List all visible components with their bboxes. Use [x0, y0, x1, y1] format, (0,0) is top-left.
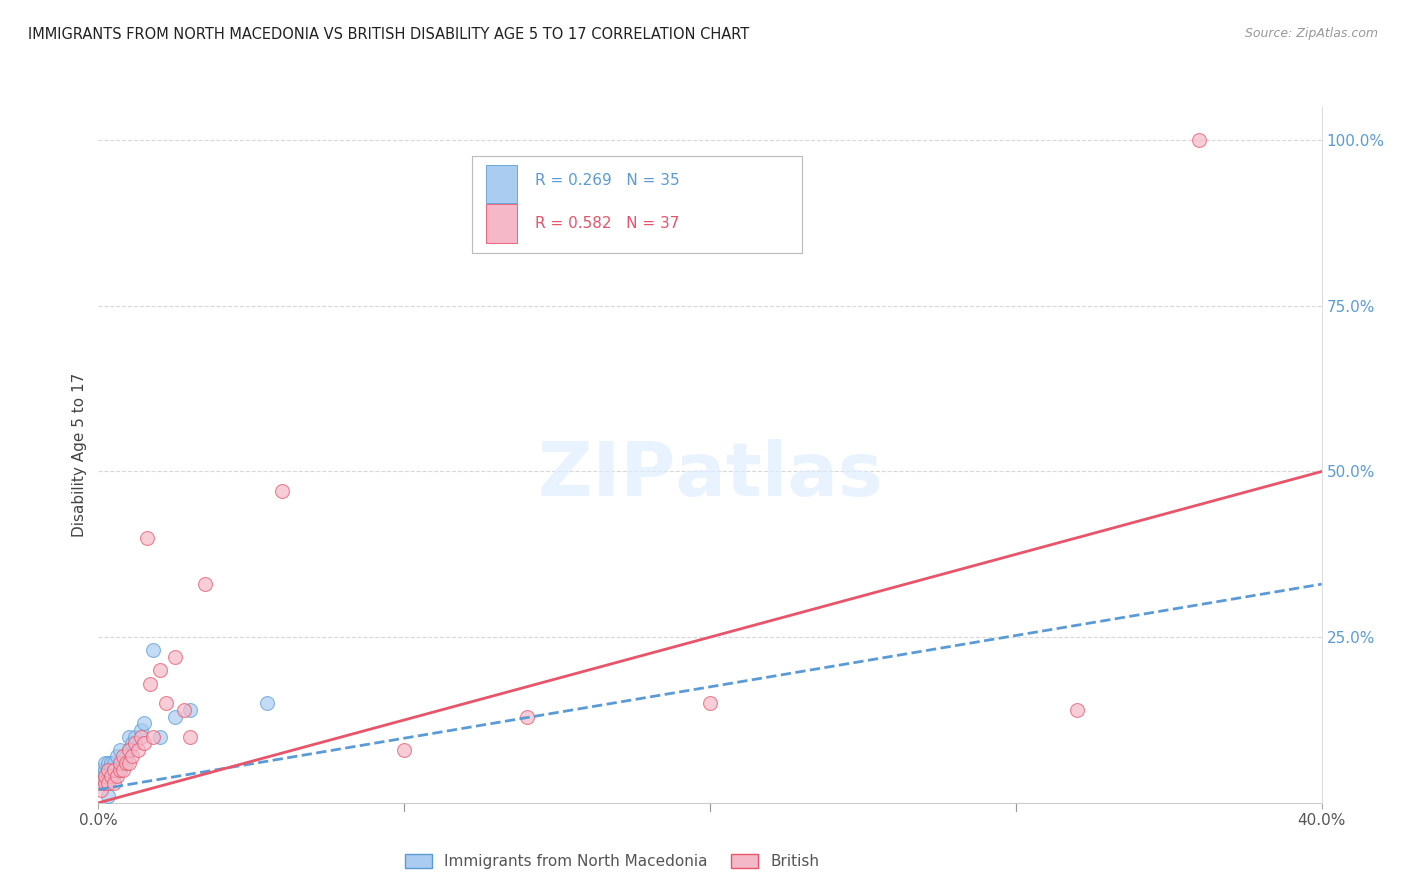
Point	[93, 776, 115, 790]
Point	[108, 756, 131, 770]
Point	[103, 763, 125, 777]
Point	[97, 763, 120, 777]
Point	[134, 716, 156, 731]
Point	[93, 769, 115, 783]
Point	[134, 736, 156, 750]
Point	[118, 730, 141, 744]
Point	[136, 531, 159, 545]
Point	[97, 769, 120, 783]
Text: IMMIGRANTS FROM NORTH MACEDONIA VS BRITISH DISABILITY AGE 5 TO 17 CORRELATION CH: IMMIGRANTS FROM NORTH MACEDONIA VS BRITI…	[28, 27, 749, 42]
Point	[516, 709, 538, 723]
Point	[121, 736, 143, 750]
Point	[103, 776, 125, 790]
Point	[111, 756, 134, 770]
Point	[100, 756, 122, 770]
Point	[124, 730, 146, 744]
Point	[105, 749, 128, 764]
Point	[124, 736, 146, 750]
Point	[90, 776, 112, 790]
Point	[118, 743, 141, 757]
Point	[100, 769, 122, 783]
Point	[115, 756, 138, 770]
Point	[1066, 703, 1088, 717]
Text: R = 0.269   N = 35: R = 0.269 N = 35	[536, 172, 679, 187]
Point	[105, 769, 128, 783]
Point	[149, 663, 172, 677]
Point	[100, 769, 122, 783]
Point	[129, 730, 152, 744]
Point	[111, 763, 134, 777]
Point	[93, 763, 115, 777]
Point	[127, 743, 149, 757]
Point	[103, 769, 125, 783]
Point	[90, 763, 112, 777]
Point	[97, 789, 120, 804]
Point	[97, 776, 120, 790]
Text: ZIP​atlas: ZIP​atlas	[537, 439, 883, 512]
Point	[129, 723, 152, 737]
Point	[163, 709, 186, 723]
Point	[93, 776, 115, 790]
Text: R = 0.582   N = 37: R = 0.582 N = 37	[536, 217, 679, 231]
Point	[90, 776, 112, 790]
Point	[194, 577, 217, 591]
Point	[111, 749, 134, 764]
Point	[118, 756, 141, 770]
Point	[115, 749, 138, 764]
Point	[97, 763, 120, 777]
Y-axis label: Disability Age 5 to 17: Disability Age 5 to 17	[72, 373, 87, 537]
Point	[142, 730, 165, 744]
FancyBboxPatch shape	[486, 204, 517, 243]
Point	[392, 743, 416, 757]
Text: Source: ZipAtlas.com: Source: ZipAtlas.com	[1244, 27, 1378, 40]
Point	[139, 676, 162, 690]
Point	[100, 763, 122, 777]
Point	[103, 756, 125, 770]
Point	[108, 743, 131, 757]
Point	[121, 749, 143, 764]
Point	[108, 763, 131, 777]
FancyBboxPatch shape	[486, 165, 517, 203]
Point	[163, 650, 186, 665]
Point	[97, 776, 120, 790]
Legend: Immigrants from North Macedonia, British: Immigrants from North Macedonia, British	[399, 848, 825, 875]
Point	[270, 484, 292, 499]
Point	[179, 730, 201, 744]
Point	[142, 643, 165, 657]
Point	[90, 782, 112, 797]
Point	[108, 763, 131, 777]
Point	[105, 763, 128, 777]
Point	[93, 756, 115, 770]
Point	[173, 703, 195, 717]
Point	[118, 743, 141, 757]
Point	[699, 697, 721, 711]
Point	[179, 703, 201, 717]
Point	[256, 697, 278, 711]
Point	[149, 730, 172, 744]
Point	[97, 756, 120, 770]
Point	[155, 697, 177, 711]
Point	[1188, 133, 1211, 147]
Point	[93, 769, 115, 783]
Point	[103, 763, 125, 777]
Point	[90, 769, 112, 783]
FancyBboxPatch shape	[471, 156, 801, 253]
